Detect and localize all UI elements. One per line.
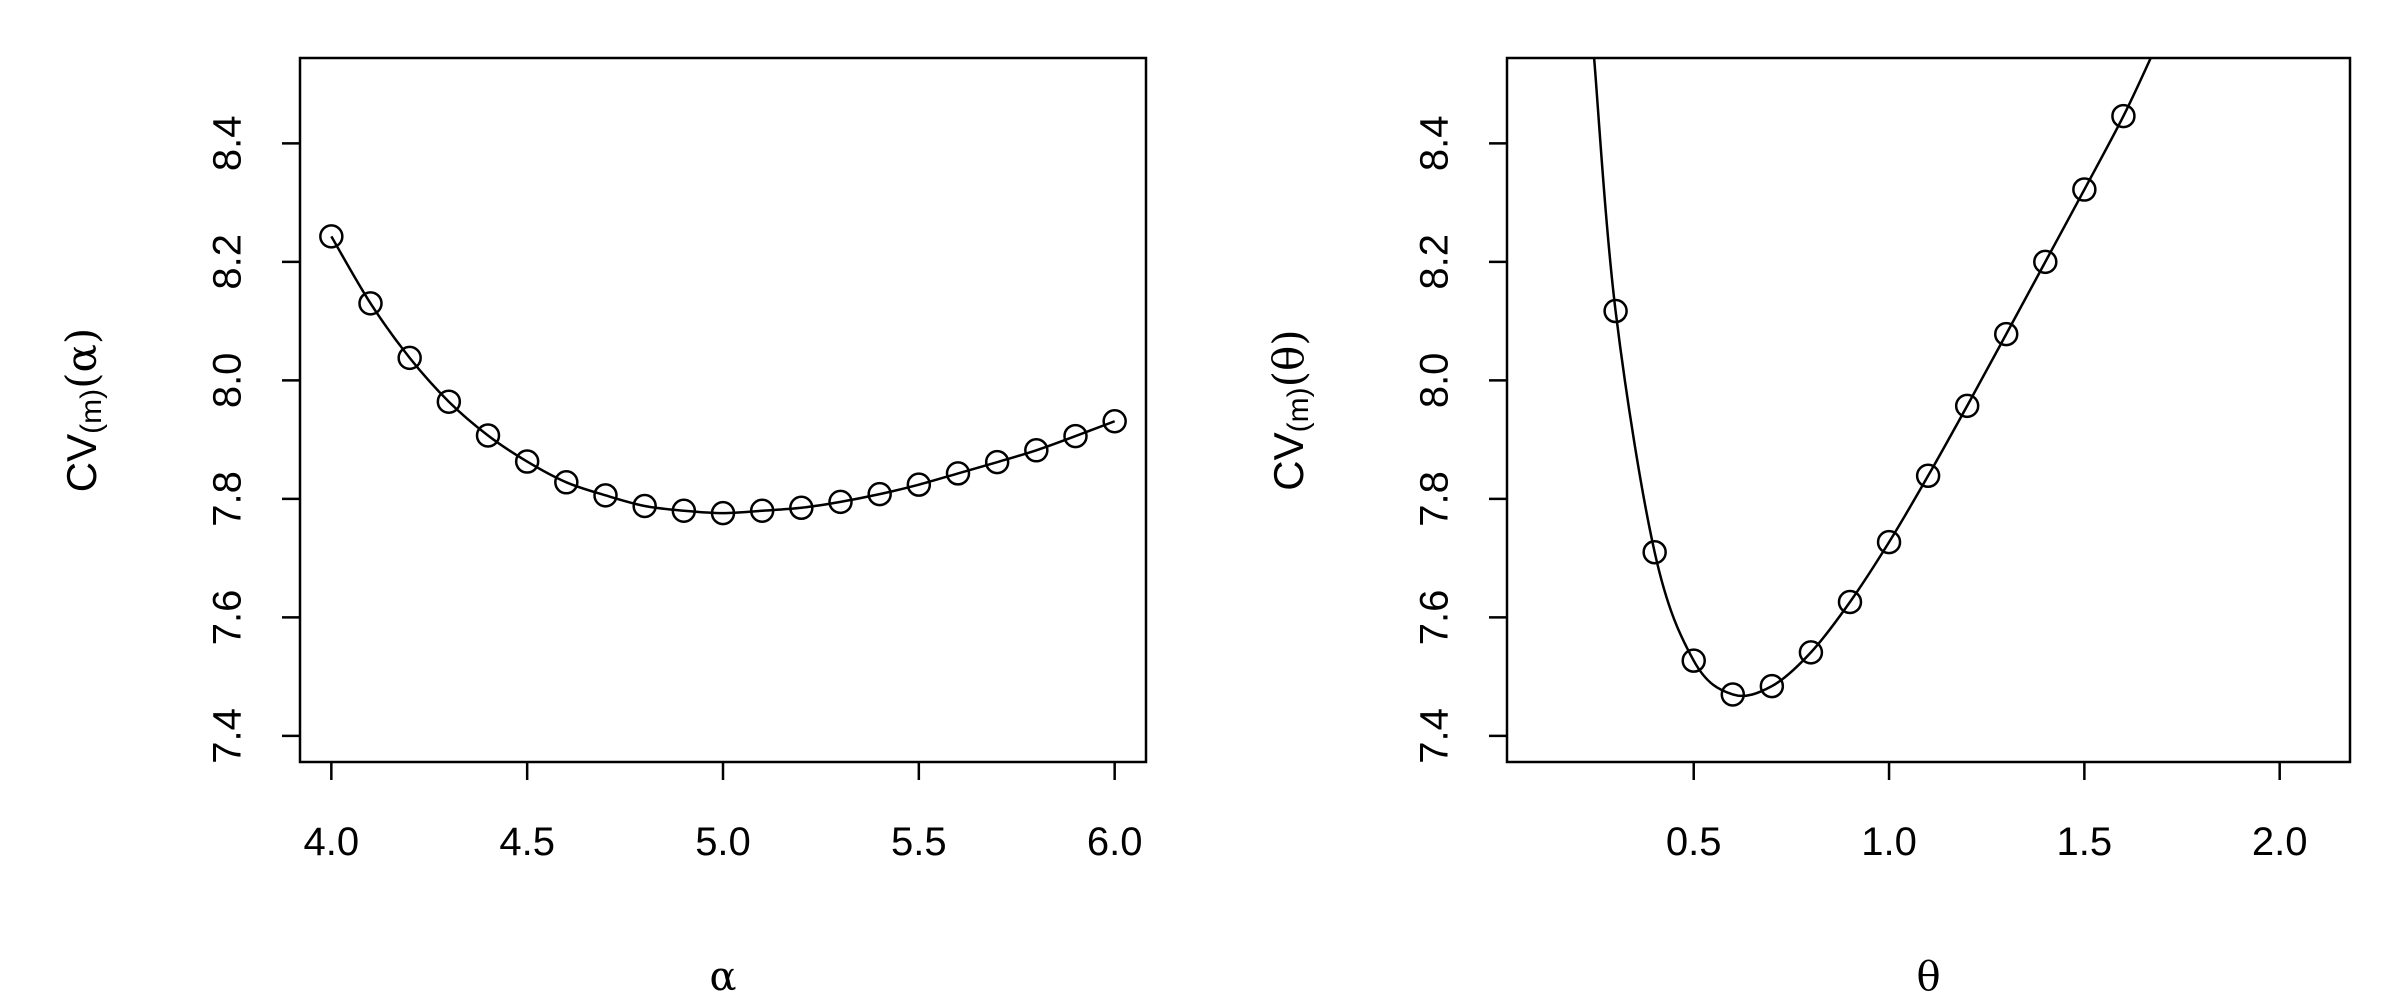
data-point — [828, 489, 853, 515]
y-label-main: CV — [1265, 432, 1312, 490]
y-axis-label: CV(m)(α) — [57, 328, 108, 492]
data-point — [1024, 438, 1049, 463]
data-point — [554, 470, 579, 495]
data-point — [2072, 177, 2097, 202]
y-label-subscript: (m) — [75, 389, 108, 434]
data-point — [514, 449, 540, 474]
x-tick-label: 2.0 — [2252, 820, 2308, 864]
data-point — [906, 472, 932, 497]
plot-frame — [298, 56, 1148, 764]
panel-1: 4.0 4.5 5.0 5.5 6.0 7.4 7.6 7.8 8.0 8.2 8.4 CV(m)(α… — [57, 56, 1148, 1000]
data-point — [475, 423, 501, 448]
data-point — [1954, 393, 1980, 419]
x-tick-label: 6.0 — [1087, 820, 1143, 864]
data-point — [632, 493, 657, 519]
data-point — [436, 389, 462, 414]
data-point — [1993, 321, 2019, 347]
data-point — [593, 483, 618, 508]
data-point — [1063, 423, 1088, 449]
data-point — [789, 495, 814, 521]
y-tick-label: 7.4 — [206, 708, 250, 764]
x-tick-label: 0.5 — [1666, 820, 1722, 864]
data-point — [710, 500, 736, 526]
x-tick-label: 4.5 — [499, 820, 555, 864]
y-tick-label: 7.4 — [1413, 708, 1457, 764]
data-point — [1102, 409, 1127, 434]
x-tick-label: 1.5 — [2057, 820, 2113, 864]
y-tick-label: 7.8 — [206, 471, 250, 527]
series-line — [1592, 58, 2152, 698]
data-point — [1642, 539, 1667, 565]
y-tick-label: 7.8 — [1413, 471, 1457, 527]
x-axis-label: θ — [1916, 954, 1940, 1000]
data-point — [984, 449, 1010, 475]
data-point — [867, 481, 892, 507]
data-point — [2033, 249, 2058, 275]
y-axis-label: CV(m)(θ) — [1264, 329, 1315, 490]
series-line — [330, 235, 1116, 515]
y-label-main: CV — [58, 434, 105, 492]
x-tick-label: 4.0 — [304, 820, 360, 864]
y-tick-label: 8.2 — [1413, 234, 1457, 290]
x-tick-label: 1.0 — [1861, 820, 1917, 864]
y-tick-label: 7.6 — [1413, 590, 1457, 646]
y-label-argument: (θ) — [1264, 329, 1313, 387]
data-point — [2111, 103, 2136, 129]
data-point — [1759, 673, 1785, 699]
data-point — [1720, 682, 1746, 707]
panel-2: 0.5 1.0 1.5 2.0 7.4 7.6 7.8 8.0 8.2 8.4 CV(m)(θ) θ — [1264, 56, 2352, 1000]
data-point — [1837, 589, 1863, 615]
data-point — [1603, 298, 1628, 324]
data-point — [1681, 648, 1706, 673]
y-tick-label: 8.4 — [1413, 116, 1457, 172]
y-tick-label: 8.4 — [206, 116, 250, 172]
data-point — [358, 291, 383, 316]
data-point — [749, 498, 775, 523]
data-point — [1876, 529, 1902, 555]
y-label-argument: (α) — [57, 328, 106, 389]
x-tick-label: 5.5 — [891, 820, 947, 864]
data-point — [1915, 463, 1941, 489]
x-tick-label: 5.0 — [695, 820, 751, 864]
data-point — [945, 461, 971, 486]
y-tick-label: 8.0 — [1413, 353, 1457, 409]
data-point — [397, 345, 422, 371]
y-tick-label: 8.0 — [206, 353, 250, 409]
y-tick-label: 8.2 — [206, 234, 250, 290]
plot-frame — [1505, 56, 2352, 764]
y-tick-label: 7.6 — [206, 590, 250, 646]
x-axis-label: α — [709, 954, 736, 1000]
y-label-subscript: (m) — [1282, 387, 1315, 432]
data-point — [1798, 640, 1824, 665]
data-point — [671, 498, 697, 523]
data-point — [319, 224, 344, 249]
